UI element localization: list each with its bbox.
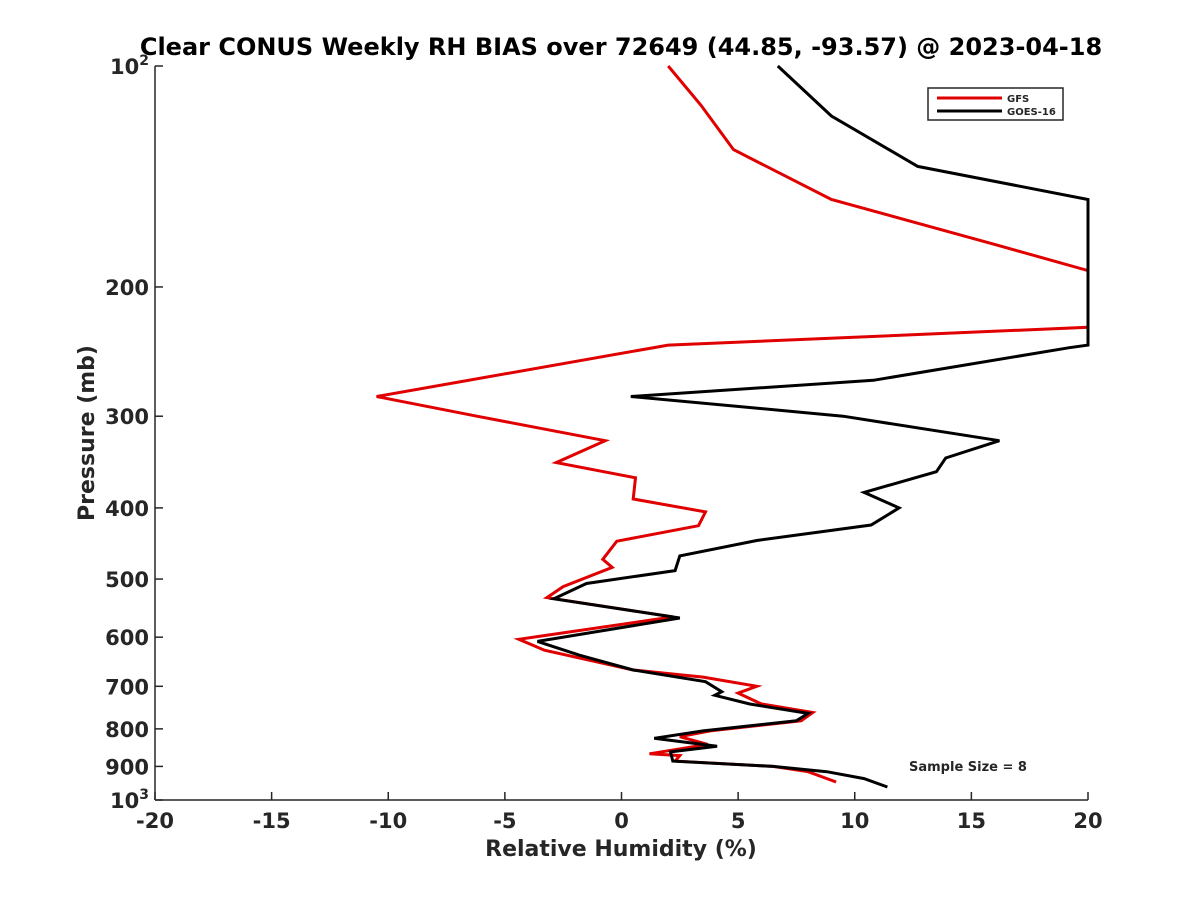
x-tick-label: 5 [731, 809, 746, 833]
y-ticks: 102 200 300 400 500 600 700 800 900 103 [105, 53, 163, 813]
y-tick-label: 700 [105, 675, 149, 699]
y-tick-label: 300 [105, 405, 149, 429]
x-tick-label: -5 [493, 809, 516, 833]
x-ticks: -20 -15 -10 -5 0 5 10 15 20 [136, 792, 1103, 833]
series-line-goes-16 [537, 64, 1090, 789]
y-tick-label: 400 [105, 497, 149, 521]
x-tick-label: -15 [253, 809, 291, 833]
y-tick-label: 600 [105, 626, 149, 650]
series-line-gfs [376, 65, 1090, 784]
y-tick-label: 900 [105, 755, 149, 779]
legend-box [927, 87, 1064, 121]
y-tick-label: 103 [110, 787, 149, 813]
x-tick-label: 10 [840, 809, 869, 833]
x-tick-label: 0 [614, 809, 629, 833]
y-tick-label: 200 [105, 276, 149, 300]
y-axis-label: Pressure (mb) [75, 345, 100, 521]
x-axis-label: Relative Humidity (%) [485, 837, 757, 862]
x-tick-label: -10 [369, 809, 407, 833]
x-tick-label: 15 [957, 809, 986, 833]
legend-label-goes-16: GOES-16 [1007, 107, 1056, 118]
legend-label-gfs: GFS [1007, 94, 1029, 105]
y-tick-label: 102 [110, 53, 149, 79]
series-layer [376, 64, 1090, 789]
y-tick-label: 800 [105, 718, 149, 742]
chart-title: Clear CONUS Weekly RH BIAS over 72649 (4… [140, 33, 1102, 61]
x-tick-label: 20 [1073, 809, 1102, 833]
y-tick-label: 500 [105, 568, 149, 592]
x-tick-label: -20 [136, 809, 174, 833]
sample-size-annotation: Sample Size = 8 [909, 760, 1027, 775]
legend: GFS GOES-16 [927, 87, 1064, 121]
